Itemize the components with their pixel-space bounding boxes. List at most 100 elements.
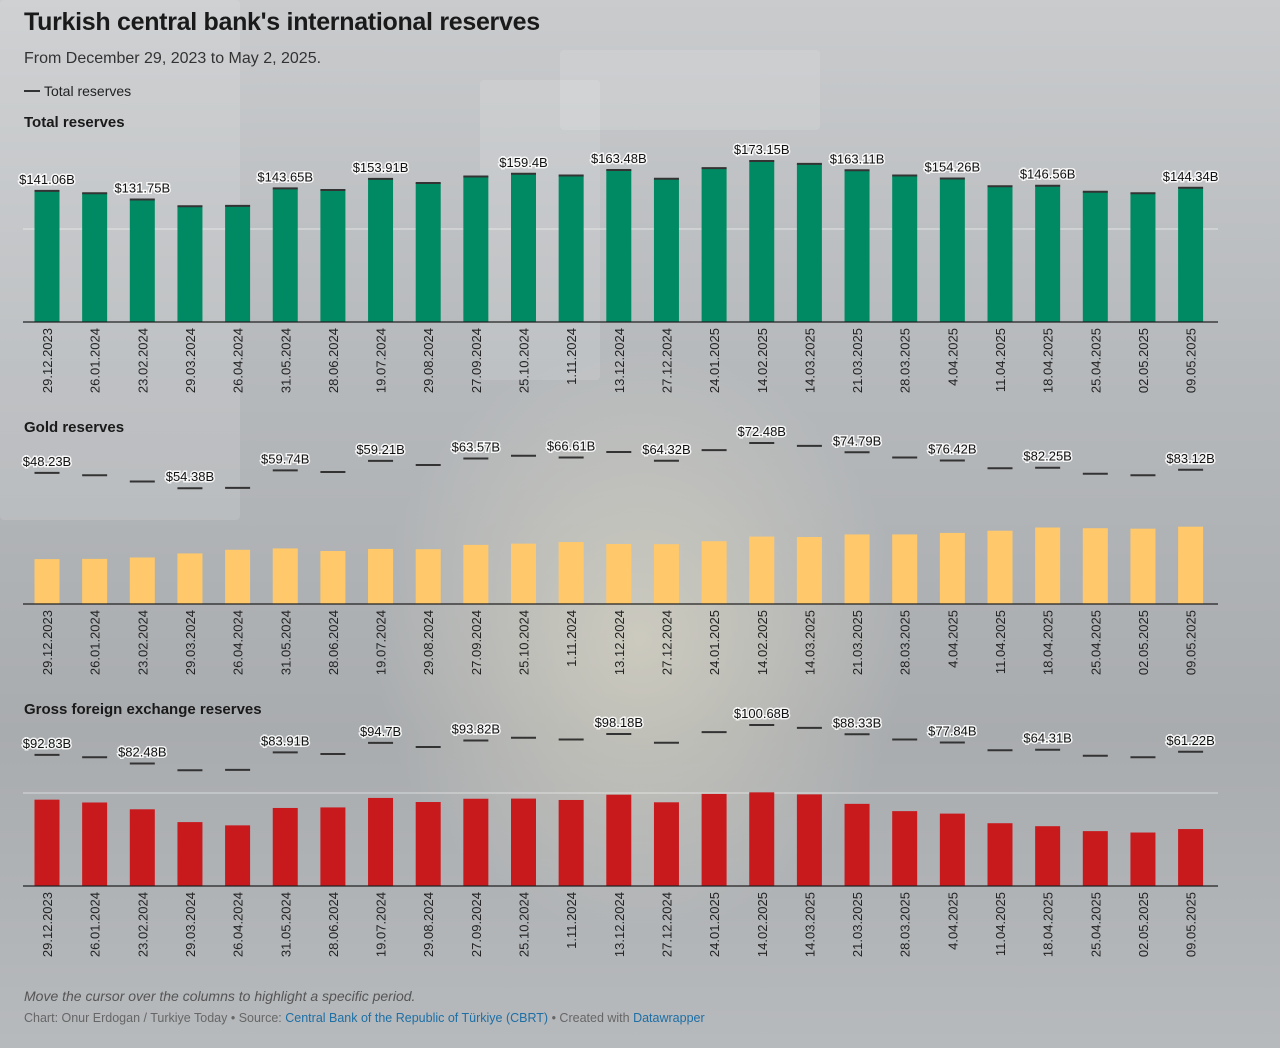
bar[interactable] <box>34 559 60 604</box>
x-tick-label: 4.04.2025 <box>945 610 960 668</box>
bar[interactable] <box>82 193 108 322</box>
bar[interactable] <box>558 542 584 604</box>
bar[interactable] <box>844 534 870 604</box>
bar[interactable] <box>749 160 775 322</box>
bar[interactable] <box>892 811 918 886</box>
data-label: $163.48B <box>591 151 647 166</box>
bar[interactable] <box>1082 528 1108 604</box>
bar[interactable] <box>1178 526 1204 604</box>
bar[interactable] <box>701 793 727 886</box>
data-label: $77.84B <box>928 724 976 739</box>
bar[interactable] <box>892 175 918 322</box>
bar[interactable] <box>1035 185 1061 322</box>
data-label: $93.82B <box>452 721 500 736</box>
bar[interactable] <box>463 798 489 886</box>
bar[interactable] <box>129 199 155 322</box>
bar[interactable] <box>892 534 918 604</box>
bar[interactable] <box>463 544 489 604</box>
bar[interactable] <box>796 537 822 604</box>
bar[interactable] <box>796 163 822 322</box>
bar[interactable] <box>129 557 155 605</box>
bar[interactable] <box>749 792 775 886</box>
bar[interactable] <box>129 809 155 886</box>
bar[interactable] <box>939 532 965 604</box>
bar[interactable] <box>939 813 965 886</box>
bar[interactable] <box>177 822 203 886</box>
bar[interactable] <box>225 549 251 604</box>
bar[interactable] <box>1130 193 1156 322</box>
bar[interactable] <box>34 190 60 322</box>
bar[interactable] <box>225 825 251 886</box>
x-tick-label: 26.01.2024 <box>88 892 103 957</box>
bar[interactable] <box>1082 191 1108 322</box>
bar[interactable] <box>558 175 584 322</box>
bar[interactable] <box>653 802 679 886</box>
bar[interactable] <box>1130 528 1156 604</box>
bar[interactable] <box>987 186 1013 322</box>
x-tick-label: 27.12.2024 <box>659 328 674 393</box>
bar[interactable] <box>987 530 1013 604</box>
data-label: $159.4B <box>499 155 547 170</box>
legend-swatch-total <box>24 90 40 92</box>
footer-source-label: Source: <box>238 1011 286 1025</box>
bar[interactable] <box>368 178 394 322</box>
x-tick-label: 09.05.2025 <box>1184 328 1199 393</box>
bar[interactable] <box>511 173 536 322</box>
bar[interactable] <box>844 803 870 886</box>
bar[interactable] <box>653 544 679 604</box>
footer-credit: Chart: Onur Erdogan / Turkiye Today <box>24 1011 228 1025</box>
bar[interactable] <box>701 541 727 604</box>
bar[interactable] <box>606 794 632 886</box>
bar[interactable] <box>272 548 298 604</box>
bar[interactable] <box>368 548 394 604</box>
bar[interactable] <box>1178 187 1204 322</box>
background-logo-bar <box>560 50 820 130</box>
data-label: $143.65B <box>257 169 313 184</box>
x-tick-label: 11.04.2025 <box>993 328 1008 392</box>
x-tick-label: 25.04.2025 <box>1088 328 1103 393</box>
bar[interactable] <box>511 798 536 886</box>
bar[interactable] <box>368 797 394 886</box>
bar[interactable] <box>272 807 298 886</box>
x-tick-label: 09.05.2025 <box>1184 892 1199 957</box>
bar[interactable] <box>558 799 584 886</box>
bar[interactable] <box>987 823 1013 886</box>
bar[interactable] <box>511 543 536 604</box>
bar[interactable] <box>225 205 251 322</box>
bar[interactable] <box>606 544 632 604</box>
bar[interactable] <box>844 170 870 322</box>
bar[interactable] <box>34 799 60 886</box>
bar[interactable] <box>606 169 632 322</box>
bar[interactable] <box>82 802 108 886</box>
bar[interactable] <box>939 178 965 322</box>
bar[interactable] <box>1130 832 1156 886</box>
bar[interactable] <box>272 188 298 322</box>
bar[interactable] <box>653 178 679 322</box>
datawrapper-link[interactable]: Datawrapper <box>633 1011 705 1025</box>
bar[interactable] <box>415 802 441 886</box>
bar[interactable] <box>749 536 775 604</box>
bar[interactable] <box>463 176 489 322</box>
x-tick-label: 23.02.2024 <box>135 328 150 393</box>
bar[interactable] <box>320 807 346 886</box>
data-label: $54.38B <box>166 469 214 484</box>
x-tick-label: 28.03.2025 <box>898 610 913 675</box>
bar[interactable] <box>1178 829 1204 886</box>
source-link[interactable]: Central Bank of the Republic of Türkiye … <box>285 1011 549 1025</box>
bar[interactable] <box>320 550 346 604</box>
bar[interactable] <box>82 558 108 604</box>
x-tick-label: 21.03.2025 <box>850 328 865 393</box>
bar[interactable] <box>796 794 822 886</box>
x-tick-label: 29.08.2024 <box>421 892 436 957</box>
bar[interactable] <box>1082 831 1108 886</box>
bar[interactable] <box>177 206 203 322</box>
x-tick-label: 02.05.2025 <box>1136 892 1151 957</box>
bar[interactable] <box>701 168 727 322</box>
bar[interactable] <box>415 182 441 322</box>
bar[interactable] <box>1035 826 1061 886</box>
bar[interactable] <box>1035 527 1061 604</box>
bar[interactable] <box>320 189 346 322</box>
bar[interactable] <box>415 549 441 604</box>
x-tick-label: 24.01.2025 <box>707 328 722 393</box>
bar[interactable] <box>177 553 203 604</box>
